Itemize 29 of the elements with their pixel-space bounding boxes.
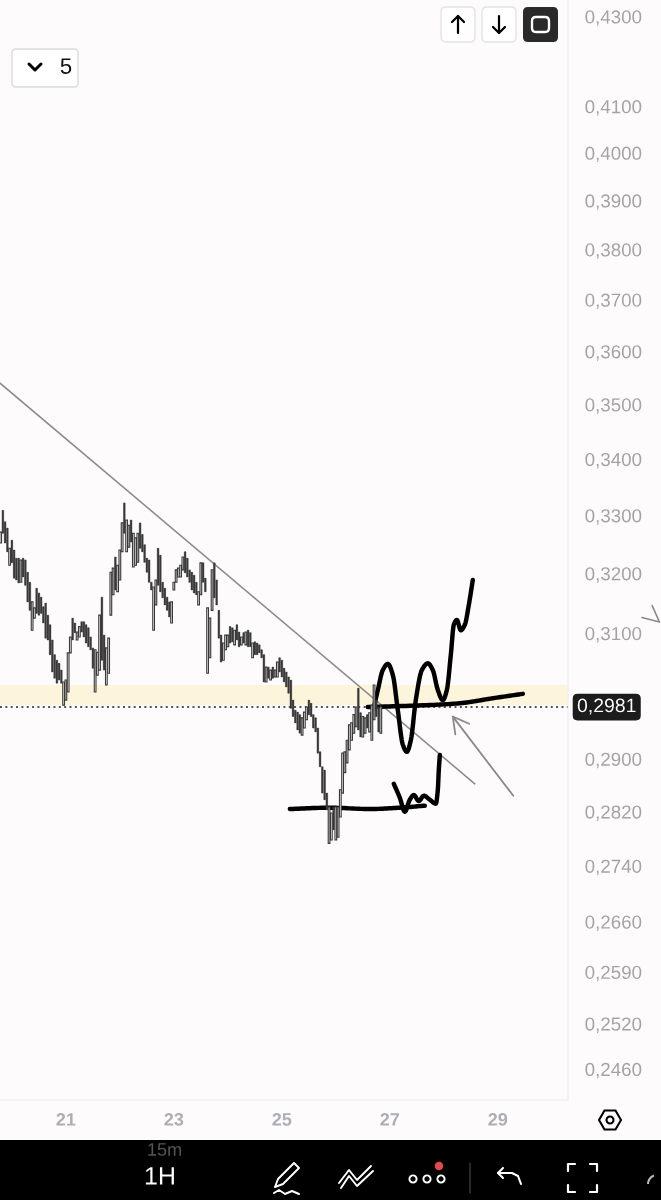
y-tick-label: 0,4000 bbox=[585, 146, 642, 163]
y-tick-label: 0,3600 bbox=[585, 345, 642, 361]
x-tick-label: 23 bbox=[164, 1112, 184, 1126]
x-tick-label: 21 bbox=[56, 1112, 76, 1126]
y-tick-label: 0,2900 bbox=[585, 752, 642, 769]
y-tick-label: 0,3500 bbox=[585, 398, 642, 414]
y-tick-label: 0,2740 bbox=[585, 859, 642, 876]
y-tick-label: 0,2590 bbox=[585, 965, 642, 982]
y-tick-label: 0,2820 bbox=[585, 805, 642, 821]
y-tick-label: 0,4100 bbox=[585, 100, 642, 116]
y-tick-label: 0,2660 bbox=[585, 915, 642, 931]
ref-line-label: 0,2981 bbox=[577, 698, 636, 715]
y-tick-label: 0,3800 bbox=[585, 243, 642, 259]
text: 15m bbox=[148, 1143, 181, 1156]
x-tick-label: 27 bbox=[380, 1112, 400, 1126]
text: 1H bbox=[145, 1167, 174, 1185]
y-tick-label: 0,2520 bbox=[585, 1017, 642, 1033]
y-tick-label: 0,3400 bbox=[585, 452, 642, 469]
candlestick bbox=[85, 624, 88, 644]
y-tick-label: 0,4300 bbox=[585, 10, 642, 26]
y-tick-label: 0,3300 bbox=[585, 509, 642, 525]
y-tick-label: 0,3100 bbox=[585, 626, 642, 643]
x-tick-label: 29 bbox=[488, 1112, 508, 1126]
y-tick-label: 0,3200 bbox=[585, 567, 642, 583]
x-tick-label: 25 bbox=[272, 1112, 292, 1126]
y-tick-label: 0,3700 bbox=[585, 293, 642, 310]
annotation: 5 bbox=[60, 58, 72, 74]
y-tick-label: 0,2460 bbox=[585, 1062, 642, 1079]
y-tick-label: 0,3900 bbox=[585, 194, 642, 210]
